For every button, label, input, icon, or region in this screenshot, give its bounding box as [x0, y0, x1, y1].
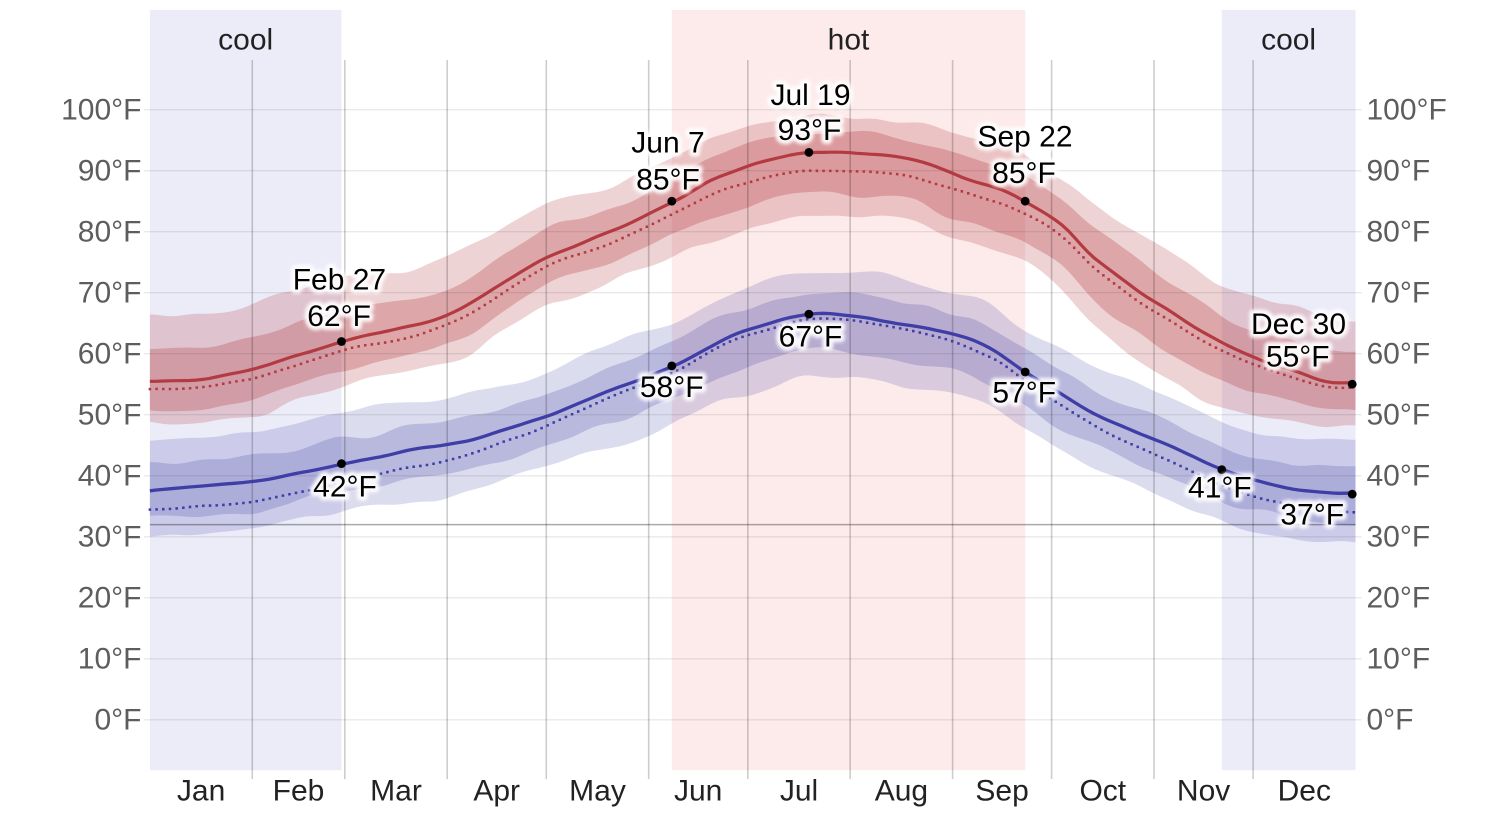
- svg-text:67°F: 67°F: [779, 321, 843, 354]
- svg-text:Sep: Sep: [975, 775, 1028, 808]
- svg-text:40°F: 40°F: [78, 460, 142, 493]
- svg-text:100°F: 100°F: [61, 93, 141, 126]
- svg-text:Oct: Oct: [1079, 775, 1126, 808]
- svg-text:Dec 30: Dec 30: [1251, 308, 1346, 341]
- svg-text:30°F: 30°F: [1367, 521, 1431, 554]
- svg-text:50°F: 50°F: [1367, 398, 1431, 431]
- svg-text:93°F: 93°F: [778, 114, 842, 147]
- svg-text:60°F: 60°F: [78, 337, 142, 370]
- svg-text:37°F: 37°F: [1280, 499, 1344, 532]
- svg-text:Jun 7: Jun 7: [631, 127, 704, 160]
- svg-text:Jan: Jan: [177, 775, 225, 808]
- svg-text:Nov: Nov: [1177, 775, 1230, 808]
- svg-text:85°F: 85°F: [992, 157, 1056, 190]
- svg-text:30°F: 30°F: [78, 521, 142, 554]
- svg-text:85°F: 85°F: [636, 164, 700, 197]
- svg-text:Jul: Jul: [780, 775, 818, 808]
- svg-text:Feb 27: Feb 27: [293, 264, 386, 297]
- svg-text:80°F: 80°F: [78, 215, 142, 248]
- svg-text:hot: hot: [828, 24, 870, 57]
- svg-text:50°F: 50°F: [78, 398, 142, 431]
- svg-text:cool: cool: [218, 24, 273, 57]
- svg-text:80°F: 80°F: [1367, 215, 1431, 248]
- svg-text:10°F: 10°F: [78, 643, 142, 676]
- svg-text:Mar: Mar: [370, 775, 422, 808]
- svg-text:55°F: 55°F: [1266, 341, 1330, 374]
- svg-text:Dec: Dec: [1278, 775, 1331, 808]
- svg-text:20°F: 20°F: [78, 582, 142, 615]
- svg-text:Apr: Apr: [473, 775, 520, 808]
- svg-text:cool: cool: [1261, 24, 1316, 57]
- svg-text:41°F: 41°F: [1188, 472, 1252, 505]
- svg-text:85°F: 85°F: [636, 164, 700, 197]
- svg-text:20°F: 20°F: [1367, 582, 1431, 615]
- svg-text:Dec 30: Dec 30: [1251, 308, 1346, 341]
- svg-text:67°F: 67°F: [779, 321, 843, 354]
- svg-text:57°F: 57°F: [992, 377, 1056, 410]
- svg-text:62°F: 62°F: [307, 300, 371, 333]
- svg-text:Jul 19: Jul 19: [770, 79, 850, 112]
- svg-text:85°F: 85°F: [992, 157, 1056, 190]
- svg-text:58°F: 58°F: [640, 371, 704, 404]
- svg-text:60°F: 60°F: [1367, 337, 1431, 370]
- svg-text:0°F: 0°F: [94, 704, 141, 737]
- svg-text:Feb: Feb: [273, 775, 325, 808]
- svg-text:41°F: 41°F: [1188, 472, 1252, 505]
- svg-text:58°F: 58°F: [640, 371, 704, 404]
- svg-text:Feb 27: Feb 27: [293, 264, 386, 297]
- svg-text:42°F: 42°F: [313, 471, 377, 504]
- svg-text:Jul 19: Jul 19: [770, 79, 850, 112]
- svg-text:55°F: 55°F: [1266, 341, 1330, 374]
- svg-text:Aug: Aug: [875, 775, 928, 808]
- svg-text:37°F: 37°F: [1280, 499, 1344, 532]
- svg-text:70°F: 70°F: [1367, 276, 1431, 309]
- svg-text:Jun 7: Jun 7: [631, 127, 704, 160]
- svg-text:Sep 22: Sep 22: [977, 121, 1072, 154]
- svg-text:0°F: 0°F: [1367, 704, 1414, 737]
- svg-text:10°F: 10°F: [1367, 643, 1431, 676]
- svg-text:40°F: 40°F: [1367, 460, 1431, 493]
- svg-text:62°F: 62°F: [307, 300, 371, 333]
- svg-text:Jun: Jun: [674, 775, 722, 808]
- svg-text:100°F: 100°F: [1367, 93, 1447, 126]
- svg-text:May: May: [569, 775, 626, 808]
- svg-text:57°F: 57°F: [992, 377, 1056, 410]
- svg-text:70°F: 70°F: [78, 276, 142, 309]
- svg-text:93°F: 93°F: [778, 114, 842, 147]
- svg-text:Sep 22: Sep 22: [977, 121, 1072, 154]
- svg-text:42°F: 42°F: [313, 471, 377, 504]
- svg-text:90°F: 90°F: [1367, 154, 1431, 187]
- svg-text:90°F: 90°F: [78, 154, 142, 187]
